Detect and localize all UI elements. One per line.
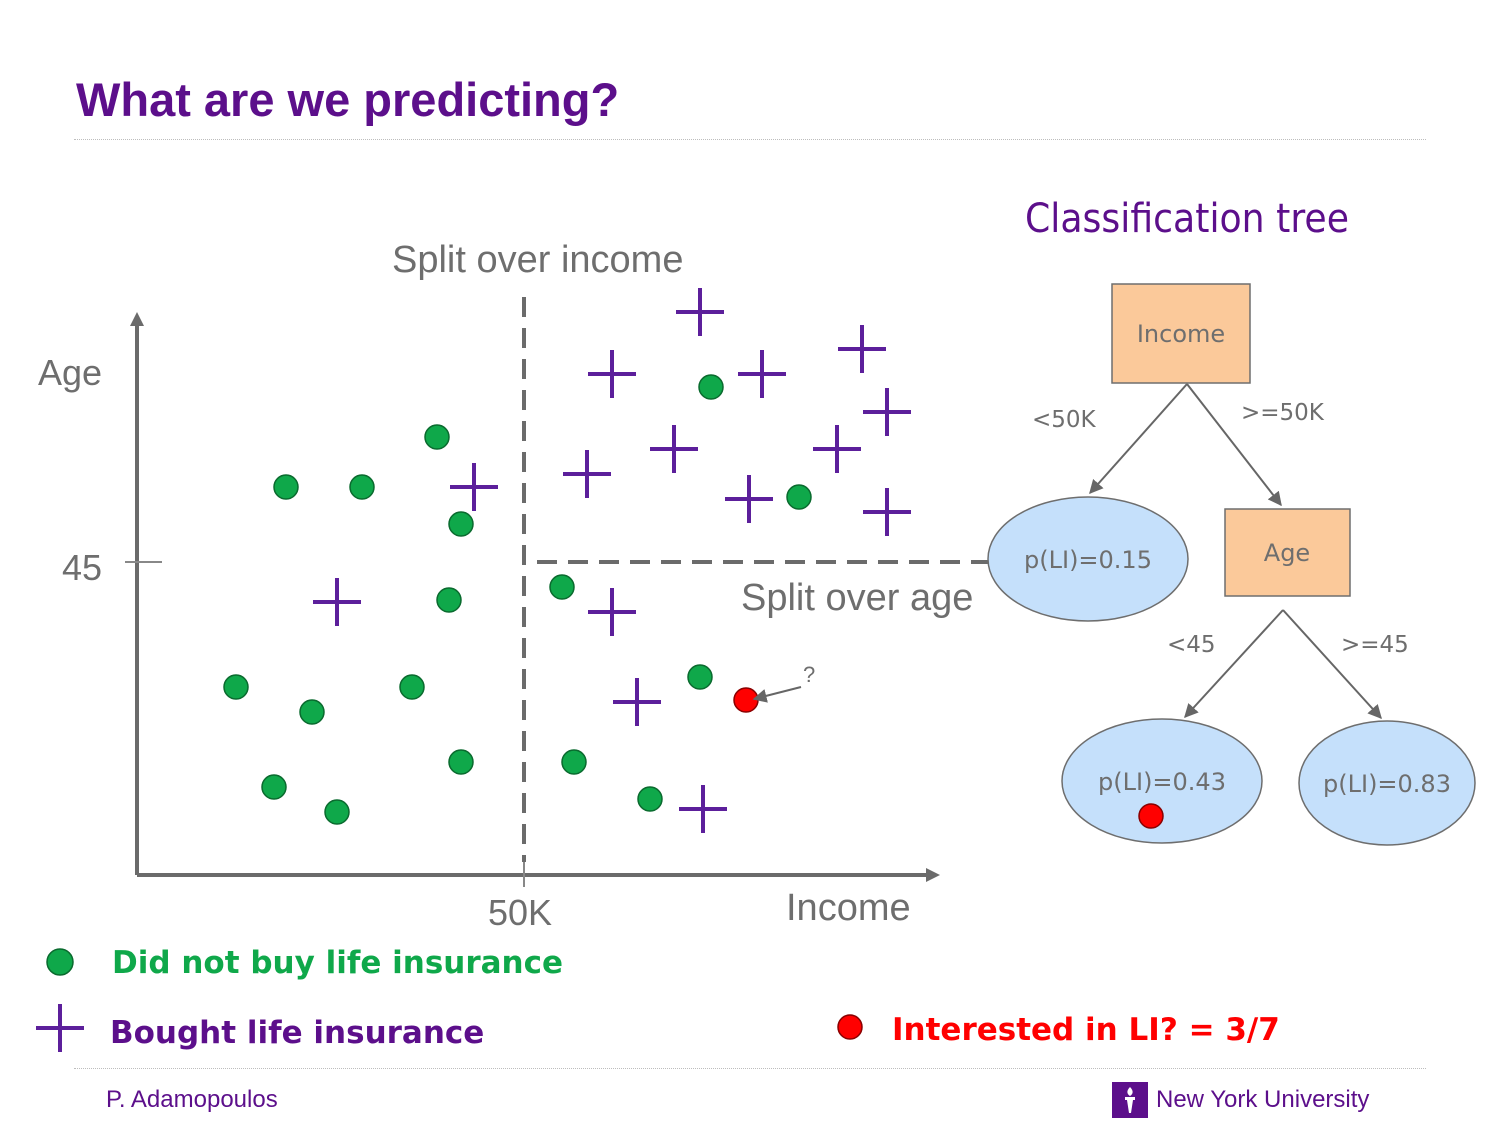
tree-node-income-label: Income <box>1137 320 1225 348</box>
legend-no-buy-marker <box>46 948 74 976</box>
bought-point <box>650 425 698 473</box>
tree-leaf-low-age <box>1061 718 1263 844</box>
y-axis-arrow <box>130 312 144 326</box>
bought-point <box>838 325 886 373</box>
no-buy-point <box>561 749 587 775</box>
no-buy-point <box>223 674 249 700</box>
title-divider <box>74 139 1426 140</box>
no-buy-point <box>698 374 724 400</box>
no-buy-point <box>549 574 575 600</box>
bought-point <box>813 425 861 473</box>
tree-leaf-low-income-label: p(LI)=0.15 <box>1024 546 1152 574</box>
scatter-plot: Age 45 50K Income Split over income Spli… <box>38 239 990 933</box>
tree-node-age <box>1224 508 1351 597</box>
bought-point <box>588 588 636 636</box>
tree-leaf-low-age-label: p(LI)=0.43 <box>1098 768 1226 796</box>
edge-income-high <box>1186 383 1282 507</box>
tree-leaf-low-income <box>987 496 1189 622</box>
tree-node-age-label: Age <box>1264 539 1310 567</box>
no-buy-point <box>687 664 713 690</box>
query-arrow <box>752 686 802 703</box>
edge-high-age-label: >=45 <box>1341 632 1409 658</box>
y-axis-label: Age <box>38 352 102 393</box>
bought-point <box>613 678 661 726</box>
split-income-label: Split over income <box>392 239 683 281</box>
bought-point <box>863 488 911 536</box>
bought-point <box>738 350 786 398</box>
no-buy-point <box>786 484 812 510</box>
y-tick-label: 45 <box>62 547 102 588</box>
footer-university: New York University <box>1156 1086 1370 1113</box>
no-buy-point <box>448 749 474 775</box>
legend-bought-marker <box>36 1004 84 1052</box>
edge-age-high <box>1282 609 1382 720</box>
bought-point <box>313 578 361 626</box>
split-age-label: Split over age <box>741 577 973 619</box>
legend-query-label: Interested in LI? = 3/7 <box>892 1012 1280 1048</box>
x-tick-label: 50K <box>488 892 552 933</box>
edge-high-income-label: >=50K <box>1241 400 1325 426</box>
tree-node-income <box>1111 283 1251 384</box>
no-buy-point <box>273 474 299 500</box>
x-axis-label: Income <box>786 887 911 929</box>
tree-title: Classification tree <box>1025 196 1349 242</box>
x-axis-arrow <box>926 868 940 882</box>
edge-low-age-label: <45 <box>1167 632 1216 658</box>
query-mark: ? <box>803 662 815 687</box>
no-buy-point <box>424 424 450 450</box>
no-buy-point <box>299 699 325 725</box>
no-buy-point <box>349 474 375 500</box>
footer-divider <box>74 1068 1426 1069</box>
edge-income-low <box>1089 383 1188 495</box>
bought-point <box>676 288 724 336</box>
legend-bought-label: Bought life insurance <box>110 1015 484 1051</box>
legend: Did not buy life insurance Bought life i… <box>36 945 1280 1052</box>
slide-title: What are we predicting? <box>76 73 620 126</box>
tree-query-marker <box>1138 803 1164 829</box>
no-buy-point <box>324 799 350 825</box>
nyu-torch-icon <box>1112 1082 1148 1118</box>
footer-author: P. Adamopoulos <box>106 1086 278 1113</box>
no-buy-point <box>261 774 287 800</box>
edge-age-low <box>1184 609 1284 719</box>
data-points <box>223 288 911 833</box>
bought-point <box>679 785 727 833</box>
no-buy-point <box>436 587 462 613</box>
tree-leaf-high-age <box>1298 720 1476 846</box>
classification-tree: Classification tree Income Age p(LI)=0.1… <box>987 196 1476 846</box>
no-buy-point <box>448 511 474 537</box>
bought-point <box>563 450 611 498</box>
no-buy-point <box>637 786 663 812</box>
tree-leaf-high-age-label: p(LI)=0.83 <box>1323 770 1451 798</box>
query-point <box>733 687 759 713</box>
bought-point <box>863 388 911 436</box>
no-buy-point <box>399 674 425 700</box>
bought-point <box>450 463 498 511</box>
legend-no-buy-label: Did not buy life insurance <box>112 945 563 981</box>
edge-low-income-label: <50K <box>1032 407 1097 433</box>
legend-query-marker <box>837 1014 863 1040</box>
bought-point <box>588 350 636 398</box>
bought-point <box>725 475 773 523</box>
